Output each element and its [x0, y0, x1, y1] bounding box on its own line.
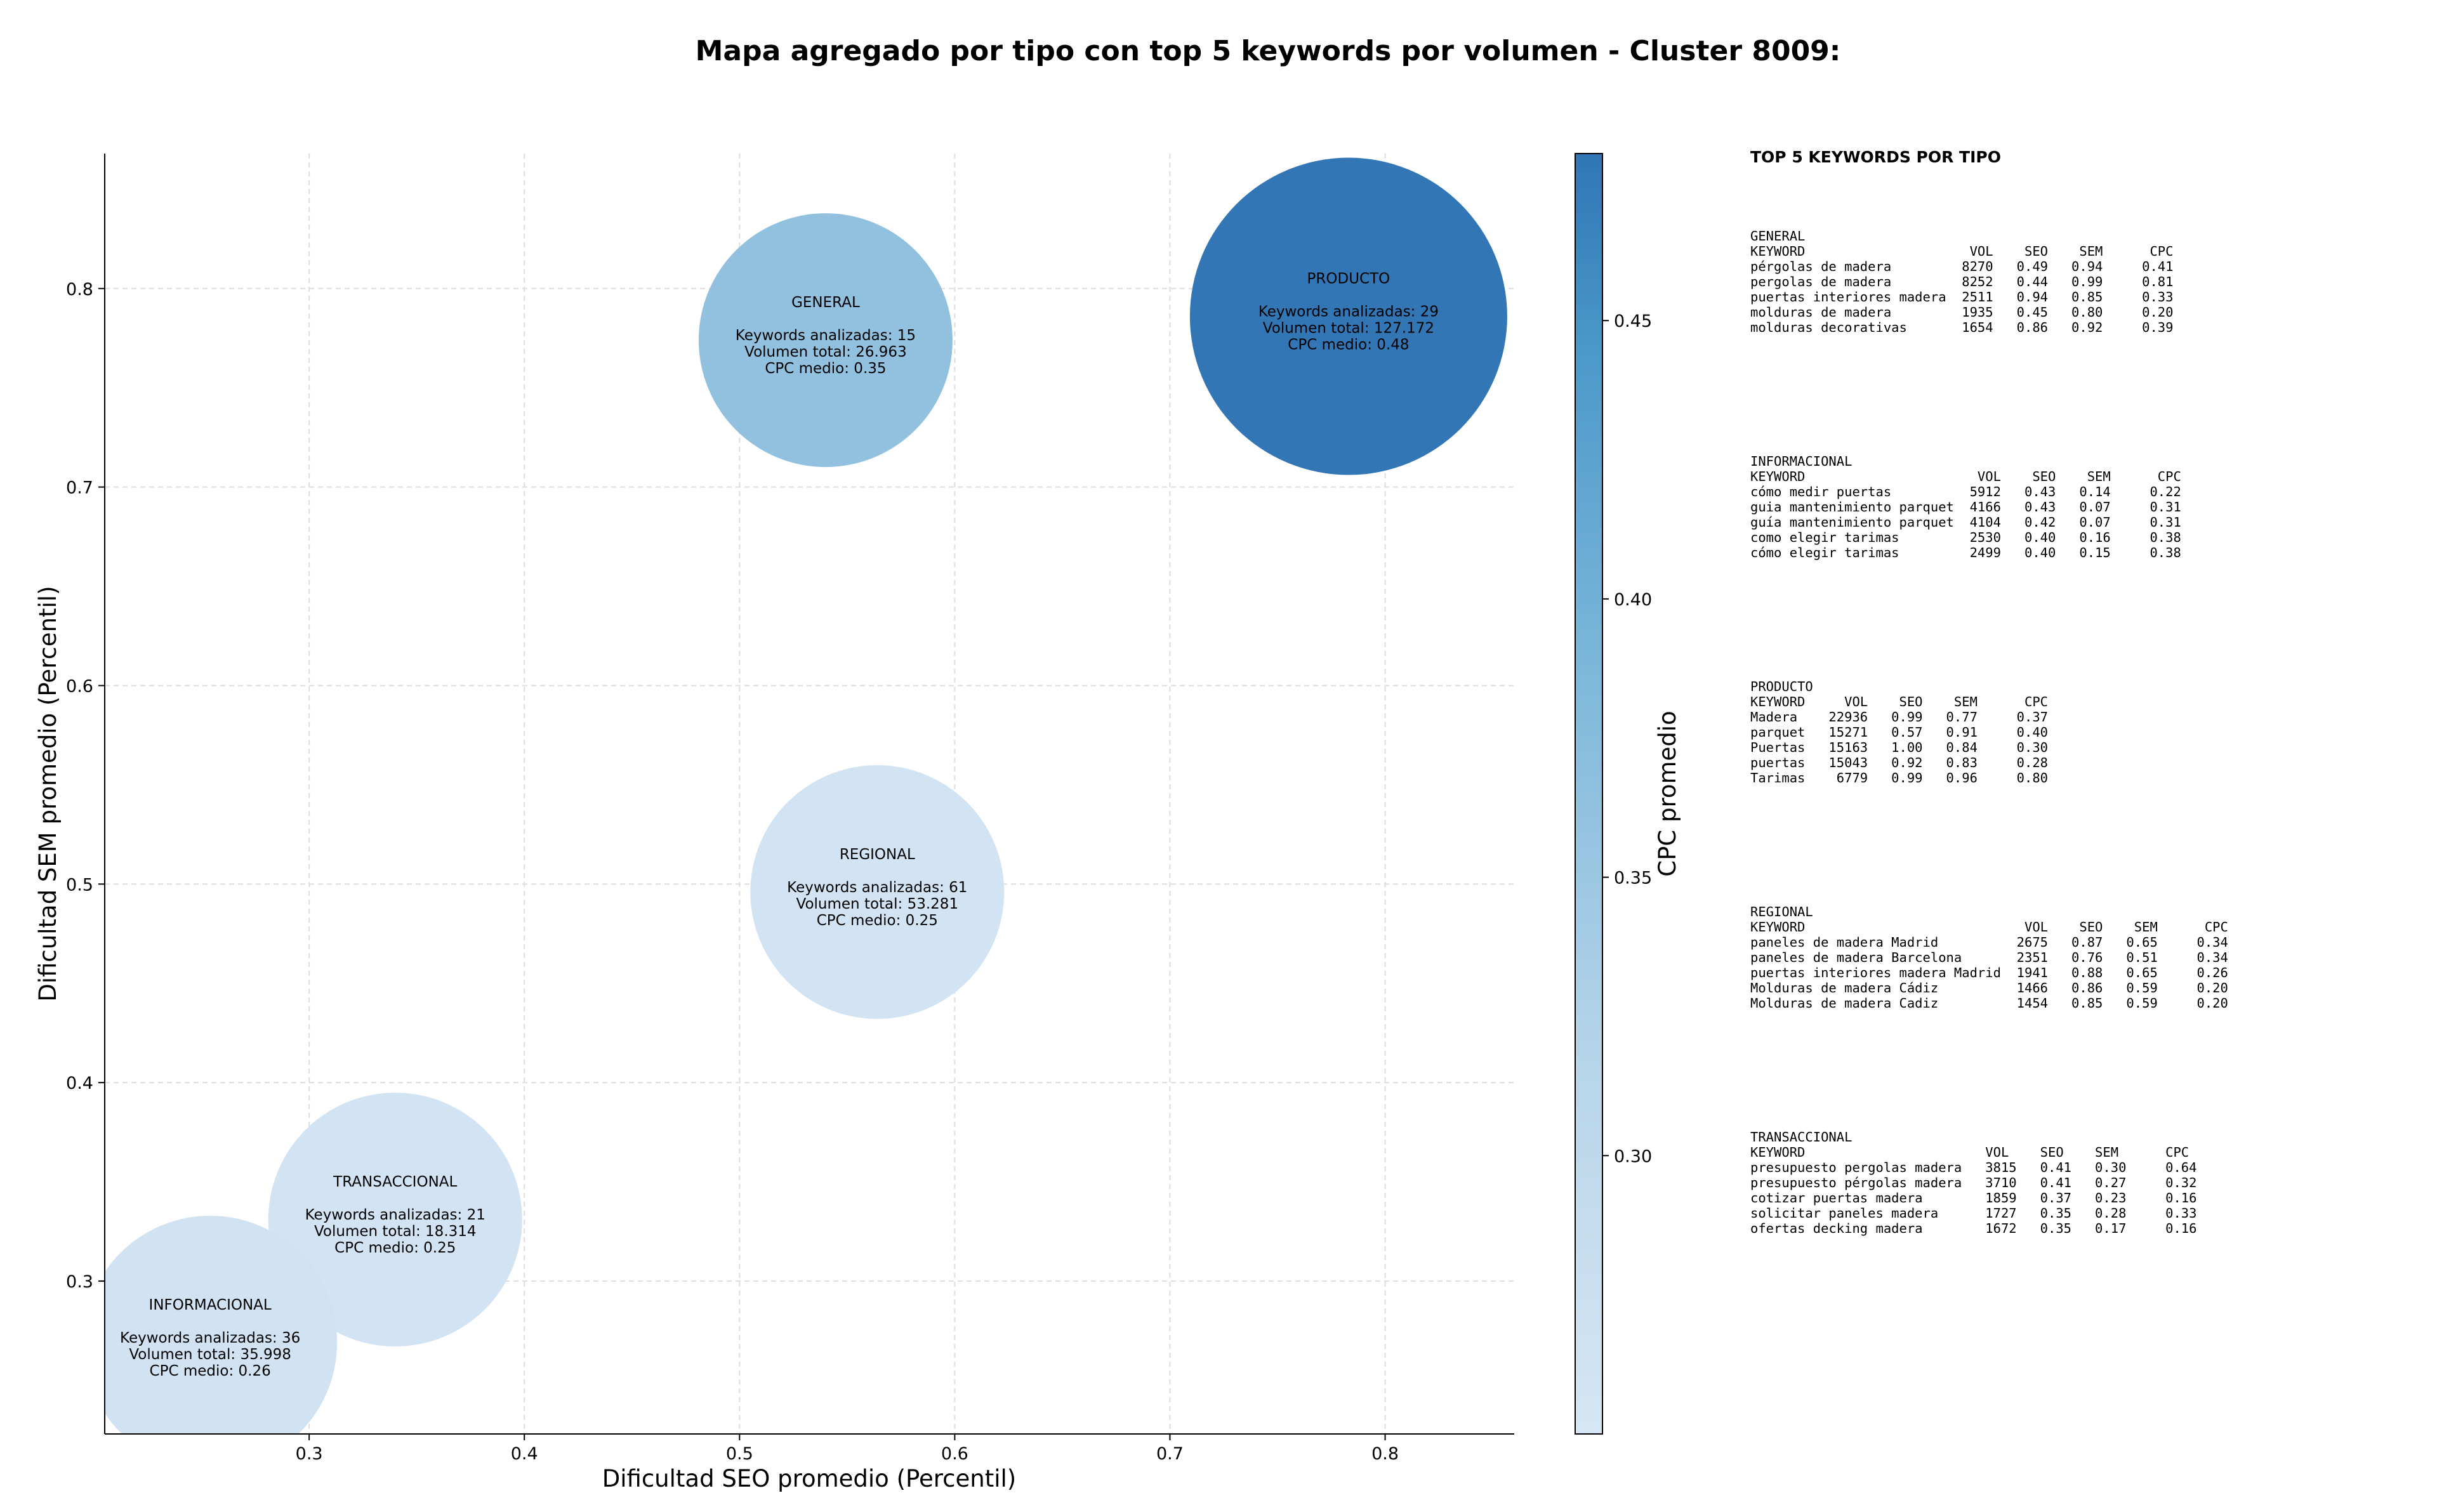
bubble-regional — [750, 765, 1005, 1019]
table-row: molduras de madera 1935 0.45 0.80 0.20 — [1750, 305, 2174, 320]
table-row: pergolas de madera 8252 0.44 0.99 0.81 — [1750, 274, 2174, 289]
bubble-stat-label: Volumen total: 127.172 — [1263, 320, 1434, 337]
table-row: guia mantenimiento parquet 4166 0.43 0.0… — [1750, 499, 2181, 515]
x-axis-label: Dificultad SEO promedio (Percentil) — [602, 1465, 1016, 1492]
y-tick-label: 0.7 — [66, 478, 93, 498]
x-tick-label: 0.3 — [296, 1444, 323, 1464]
table-row: presupuesto pérgolas madera 3710 0.41 0.… — [1750, 1175, 2197, 1190]
table-row: molduras decorativas 1654 0.86 0.92 0.39 — [1750, 320, 2174, 335]
tables-title: TOP 5 KEYWORDS POR TIPO — [1750, 148, 2001, 166]
bubble-stat-label: CPC medio: 0.26 — [150, 1363, 271, 1379]
table-row: solicitar paneles madera 1727 0.35 0.28 … — [1750, 1206, 2197, 1221]
colorbar-tick-label: 0.40 — [1614, 590, 1652, 610]
table-row: Puertas 15163 1.00 0.84 0.30 — [1750, 740, 2048, 755]
y-tick-label: 0.6 — [66, 676, 93, 696]
bubble-stat-label: CPC medio: 0.35 — [765, 360, 886, 377]
bubble-stat-label: Keywords analizadas: 15 — [736, 327, 916, 344]
table-row: TRANSACCIONAL — [1750, 1129, 1853, 1145]
colorbar-tick-label: 0.45 — [1614, 312, 1652, 331]
table-row: cómo elegir tarimas 2499 0.40 0.15 0.38 — [1750, 545, 2181, 560]
colorbar: 0.30 0.35 0.40 0.45 — [1575, 153, 1652, 1435]
bubble-type-label: INFORMACIONAL — [149, 1297, 272, 1313]
bubble-general — [698, 213, 953, 468]
chart-title: Mapa agregado por tipo con top 5 keyword… — [695, 35, 1841, 67]
bubble-stat-label: Keywords analizadas: 21 — [305, 1207, 485, 1223]
bubble-stat-label: CPC medio: 0.25 — [817, 912, 938, 929]
x-tick-label: 0.8 — [1371, 1444, 1399, 1464]
bubble-stat-label: Volumen total: 18.314 — [314, 1223, 477, 1240]
bubble-producto — [1189, 157, 1507, 475]
table-row: GENERAL — [1750, 228, 1806, 244]
table-row: cómo medir puertas 5912 0.43 0.14 0.22 — [1750, 484, 2181, 499]
table-row: KEYWORD VOL SEO SEM CPC — [1750, 1145, 2189, 1160]
table-row: puertas 15043 0.92 0.83 0.28 — [1750, 755, 2048, 770]
y-tick-label: 0.5 — [66, 875, 93, 895]
bubble-type-label: TRANSACCIONAL — [333, 1174, 457, 1190]
table-row: puertas interiores madera 2511 0.94 0.85… — [1750, 289, 2174, 305]
table-row: como elegir tarimas 2530 0.40 0.16 0.38 — [1750, 530, 2181, 545]
y-tick-label: 0.8 — [66, 280, 93, 299]
bubble-transaccional — [268, 1093, 522, 1347]
table-row: INFORMACIONAL — [1750, 454, 1853, 469]
colorbar-label: CPC promedio — [1654, 711, 1681, 876]
bubble-type-label: REGIONAL — [840, 846, 915, 863]
table-row: paneles de madera Madrid 2675 0.87 0.65 … — [1750, 935, 2228, 950]
colorbar-tick-label: 0.30 — [1614, 1147, 1652, 1166]
bubbles — [105, 157, 1507, 1434]
table-row: Tarimas 6779 0.99 0.96 0.80 — [1750, 770, 2048, 786]
table-row: REGIONAL — [1750, 904, 1813, 919]
bubble-stat-label: CPC medio: 0.25 — [334, 1240, 456, 1256]
bubble-informacional — [105, 1216, 338, 1434]
bubble-stat-label: Keywords analizadas: 29 — [1258, 304, 1439, 320]
table-row: KEYWORD VOL SEO SEM CPC — [1750, 244, 2174, 259]
bubble-type-label: GENERAL — [791, 294, 860, 311]
table-producto: PRODUCTO KEYWORD VOL SEO SEM CPC Madera 22… — [1750, 679, 2048, 786]
bubble-stat-label: Keywords analizadas: 36 — [120, 1330, 300, 1346]
table-row: cotizar puertas madera 1859 0.37 0.23 0.… — [1750, 1190, 2197, 1206]
table-row: paneles de madera Barcelona 2351 0.76 0.… — [1750, 950, 2228, 965]
colorbar-tick-label: 0.35 — [1614, 869, 1652, 888]
table-row: PRODUCTO — [1750, 679, 1813, 694]
bubble-type-label: PRODUCTO — [1307, 271, 1390, 287]
x-tick-label: 0.7 — [1156, 1444, 1184, 1464]
table-transaccional: TRANSACCIONAL KEYWORD VOL SEO SEM CPC pres… — [1750, 1129, 2197, 1236]
table-row: pérgolas de madera 8270 0.49 0.94 0.41 — [1750, 259, 2174, 274]
bubble-stat-label: Volumen total: 53.281 — [796, 896, 959, 912]
table-row: Molduras de madera Cadiz 1454 0.85 0.59 … — [1750, 996, 2228, 1011]
colorbar-gradient — [1575, 153, 1603, 1435]
axes: 0.3 0.4 0.5 0.6 0.7 0.8 0.3 0.4 0.5 0.6 0.7 0.8 — [66, 154, 1514, 1464]
y-tick-label: 0.3 — [66, 1272, 93, 1292]
table-row: KEYWORD VOL SEO SEM CPC — [1750, 469, 2181, 484]
x-tick-label: 0.5 — [726, 1444, 753, 1464]
bubble-stat-label: CPC medio: 0.48 — [1288, 337, 1409, 353]
table-row: guía mantenimiento parquet 4104 0.42 0.0… — [1750, 515, 2181, 530]
table-row: presupuesto pergolas madera 3815 0.41 0.… — [1750, 1160, 2197, 1175]
bubble-stat-label: Keywords analizadas: 61 — [787, 879, 967, 896]
table-informacional: INFORMACIONAL KEYWORD VOL SEO SEM CPC cómo… — [1750, 454, 2181, 560]
table-row: Molduras de madera Cádiz 1466 0.86 0.59 … — [1750, 980, 2228, 996]
table-general: GENERAL KEYWORD VOL SEO SEM CPC pérgolas d… — [1750, 228, 2173, 335]
bubble-stat-label: Volumen total: 26.963 — [744, 344, 907, 360]
table-row: puertas interiores madera Madrid 1941 0.… — [1750, 965, 2228, 980]
table-row: KEYWORD VOL SEO SEM CPC — [1750, 919, 2228, 935]
table-row: KEYWORD VOL SEO SEM CPC — [1750, 694, 2048, 709]
y-axis-label: Dificultad SEM promedio (Percentil) — [34, 586, 62, 1001]
table-row: parquet 15271 0.57 0.91 0.40 — [1750, 725, 2048, 740]
keyword-tables: TOP 5 KEYWORDS POR TIPO GENERAL KEYWORD V… — [1750, 148, 2228, 1236]
y-tick-label: 0.4 — [66, 1074, 93, 1093]
x-tick-label: 0.4 — [511, 1444, 538, 1464]
table-regional: REGIONAL KEYWORD VOL SEO SEM CPC paneles d… — [1750, 904, 2228, 1011]
bubble-stat-label: Volumen total: 35.998 — [129, 1346, 291, 1363]
table-row: Madera 22936 0.99 0.77 0.37 — [1750, 709, 2048, 725]
table-row: ofertas decking madera 1672 0.35 0.17 0.… — [1750, 1221, 2197, 1236]
x-tick-label: 0.6 — [941, 1444, 968, 1464]
